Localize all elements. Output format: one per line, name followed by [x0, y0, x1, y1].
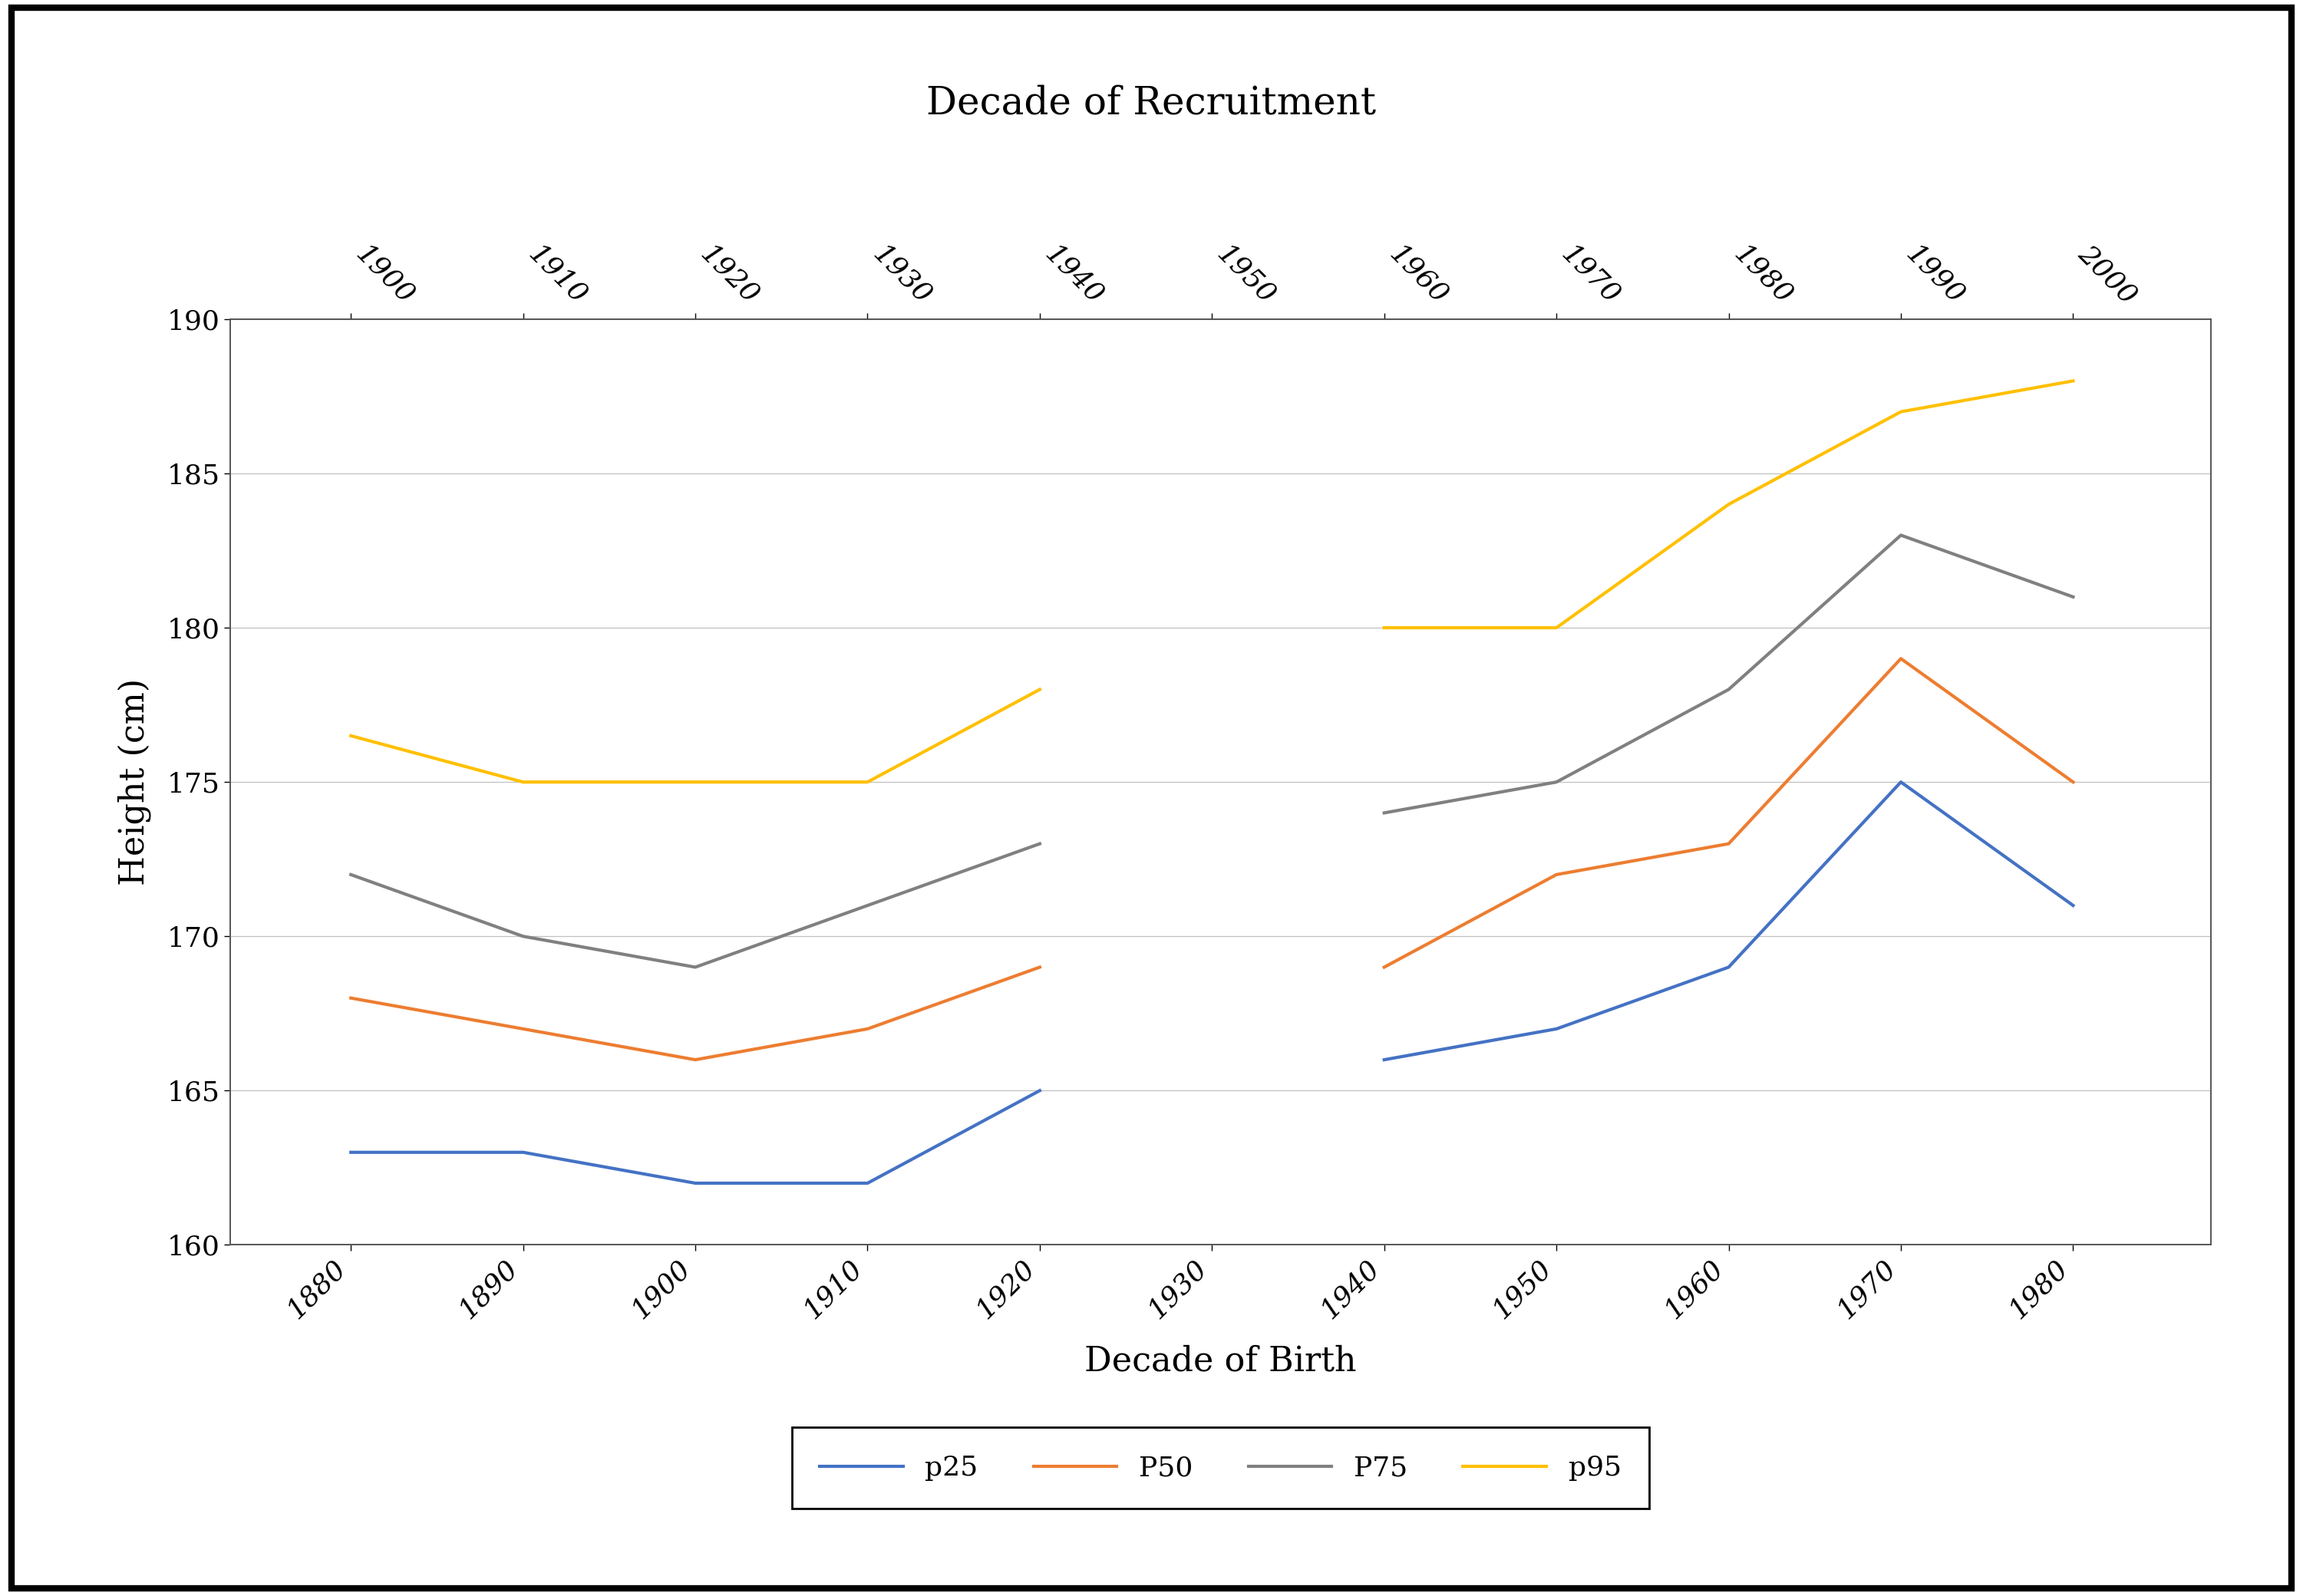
Legend: p25, P50, P75, p95: p25, P50, P75, p95 [792, 1427, 1649, 1508]
Y-axis label: Height (cm): Height (cm) [117, 678, 152, 886]
Text: Decade of Recruitment: Decade of Recruitment [926, 85, 1377, 123]
X-axis label: Decade of Birth: Decade of Birth [1085, 1345, 1356, 1377]
